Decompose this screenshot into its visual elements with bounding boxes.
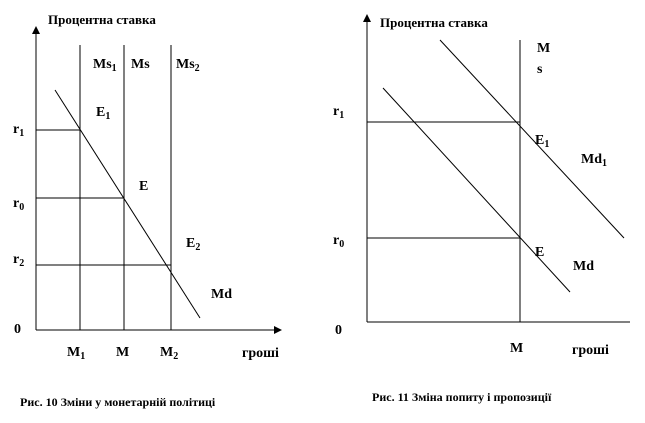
fig2-m-label: M — [510, 341, 523, 356]
fig2-md1-curve — [439, 39, 625, 239]
figure-monetary-policy: Процентна ставка гроші 0 Ms1 Ms Ms2 r1 r… — [13, 12, 282, 409]
fig1-origin-label: 0 — [14, 322, 21, 337]
fig2-md-label: Md — [573, 259, 594, 274]
fig1-e-label: E — [139, 179, 148, 194]
fig1-e1-label: E1 — [96, 105, 110, 122]
fig1-ms2-label: Ms2 — [176, 57, 200, 74]
figure-demand-supply-change: Процентна ставка гроші 0 M s r1 r0 M E1 … — [333, 14, 630, 404]
fig1-r1-label: r1 — [13, 122, 24, 139]
fig1-caption: Рис. 10 Зміни у монетарній політиці — [20, 395, 216, 409]
fig2-x-axis-title: гроші — [572, 343, 609, 358]
fig2-r1-label: r1 — [333, 104, 344, 121]
fig1-ms-label: Ms — [131, 57, 150, 72]
fig2-ms-label-line1: M — [537, 41, 550, 56]
fig2-md-curve — [382, 87, 571, 293]
fig1-y-axis-title: Процентна ставка — [48, 12, 156, 27]
fig1-ms1-label: Ms1 — [93, 57, 117, 74]
fig2-e-label: E — [535, 245, 544, 260]
fig1-demand-curve — [54, 89, 201, 319]
fig1-r2-label: r2 — [13, 252, 24, 269]
fig2-ms-label-line2: s — [537, 62, 543, 77]
fig1-md-label: Md — [211, 287, 232, 302]
fig2-origin-label: 0 — [335, 323, 342, 338]
fig2-caption: Рис. 11 Зміна попиту і пропозиції — [372, 390, 552, 404]
fig1-m1-label: M1 — [67, 345, 85, 362]
fig2-r0-label: r0 — [333, 233, 344, 250]
fig2-y-axis-title: Процентна ставка — [380, 15, 488, 30]
fig2-md1-label: Md1 — [581, 152, 607, 169]
fig1-m2-label: M2 — [160, 345, 178, 362]
fig1-m-label: M — [116, 345, 129, 360]
fig1-e2-label: E2 — [186, 236, 200, 253]
fig1-r0-label: r0 — [13, 196, 24, 213]
fig1-x-axis-title: гроші — [242, 346, 279, 361]
fig2-e1-label: E1 — [535, 133, 549, 150]
